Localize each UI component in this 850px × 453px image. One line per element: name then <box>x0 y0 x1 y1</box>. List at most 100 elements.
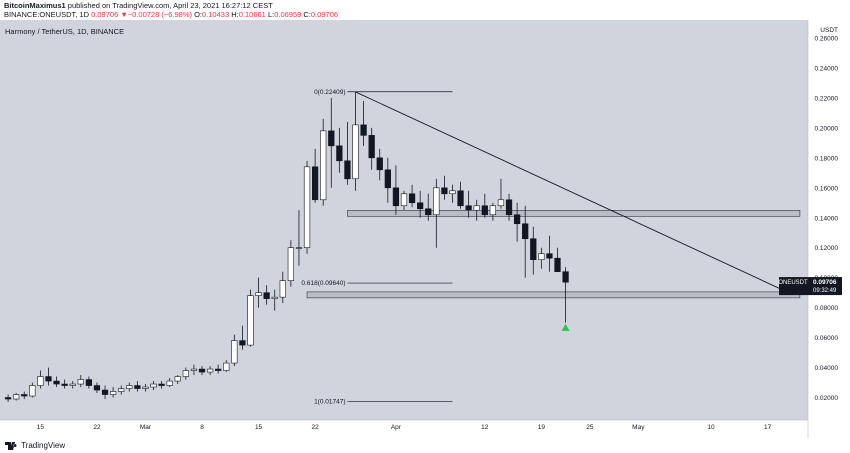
candle <box>150 381 157 391</box>
time-axis-tick: 15 <box>255 424 263 431</box>
candle-body <box>320 130 327 201</box>
candle-body <box>505 199 513 216</box>
candle <box>13 393 20 401</box>
candle <box>198 366 206 376</box>
price-tag: ONEUSDT 0.09706 09:32:49 <box>778 277 842 296</box>
candle <box>21 391 28 400</box>
candle <box>336 127 343 173</box>
candle-body <box>352 124 359 180</box>
candle-body <box>425 208 432 216</box>
open-value: 0.10433 <box>202 10 230 19</box>
candle <box>53 376 60 388</box>
candle-body <box>530 238 537 261</box>
candle-body <box>45 376 52 382</box>
candle-body <box>546 253 553 259</box>
candle <box>29 382 36 398</box>
candle-body <box>433 187 440 216</box>
horizontal-zone <box>347 210 801 217</box>
candle-body <box>21 394 28 397</box>
candle-body <box>562 271 569 283</box>
candle <box>320 118 327 206</box>
candle <box>400 190 408 211</box>
candle <box>497 178 505 209</box>
time-axis-tick: 8 <box>200 424 204 431</box>
candle <box>538 247 545 269</box>
candle <box>271 289 278 311</box>
candle <box>45 367 52 386</box>
low-label: L: <box>267 10 275 19</box>
time-axis-background[interactable] <box>0 420 808 438</box>
chart-header: BitcoinMaximus1 published on TradingView… <box>0 0 850 20</box>
candle-body <box>190 368 198 371</box>
candle <box>77 375 84 388</box>
candle-body <box>13 394 20 400</box>
price-axis-tick: 0.22000 <box>815 95 839 102</box>
candle-body <box>344 160 351 180</box>
chart-title: Harmony / TetherUS, 1D, BINANCE <box>5 27 124 36</box>
candle-body <box>287 247 295 281</box>
price-axis-tick: 0.16000 <box>815 185 839 192</box>
time-axis-tick: Mar <box>140 424 152 431</box>
time-axis-labels: 15 22 Mar 8 15 22 Apr 12 19 25 May 10 17 <box>37 424 772 431</box>
candle <box>215 364 222 374</box>
candles <box>4 91 569 403</box>
candle <box>85 376 93 389</box>
candle-body <box>174 376 181 382</box>
price-chart[interactable]: Harmony / TetherUS, 1D, BINANCE USDT 0.0… <box>0 20 850 438</box>
candle <box>457 181 464 209</box>
candle-body <box>408 193 416 204</box>
price-axis-tick: 0.06000 <box>815 335 839 342</box>
candle <box>93 382 101 394</box>
candle <box>190 364 198 376</box>
time-axis-tick: 25 <box>586 424 594 431</box>
candle <box>166 378 173 388</box>
published-text: published on TradingView.com, April 23, … <box>67 1 273 10</box>
candle-body <box>328 130 335 147</box>
candle <box>279 271 286 304</box>
candle <box>473 199 480 221</box>
candle-body <box>206 368 214 373</box>
price-tag-value-background <box>808 277 842 296</box>
candle <box>562 267 569 323</box>
candle-body <box>101 389 109 395</box>
candle <box>328 97 335 188</box>
close-value: 0.09706 <box>310 10 339 19</box>
candle-body <box>368 135 375 159</box>
time-axis-tick: 17 <box>764 424 772 431</box>
price-axis-tick: 0.18000 <box>815 155 839 162</box>
candle-body <box>109 391 117 395</box>
price-axis-tick: 0.20000 <box>815 125 839 132</box>
candle-body <box>134 385 141 389</box>
tradingview-logo[interactable]: TradingView <box>5 441 65 450</box>
high-label: H: <box>231 10 239 19</box>
low-value: 0.06959 <box>274 10 302 19</box>
currency-label: USDT <box>820 27 838 34</box>
trendline-group <box>355 91 793 295</box>
candle-body <box>85 379 93 386</box>
price-axis-tick: 0.08000 <box>815 305 839 312</box>
author-name[interactable]: BitcoinMaximus1 <box>4 1 66 10</box>
price-axis-tick: 0.02000 <box>815 395 839 402</box>
candle <box>352 91 359 191</box>
candle-body <box>481 205 488 216</box>
symbol-interval: BINANCE:ONEUSDT, 1D <box>4 10 90 19</box>
candle <box>37 370 44 389</box>
candle-body <box>417 202 424 210</box>
candle <box>303 160 311 254</box>
trendline <box>355 91 793 295</box>
plot-background[interactable] <box>0 20 808 420</box>
price-tag-countdown: 09:32:49 <box>813 288 837 294</box>
candle-body <box>198 368 206 373</box>
candle-body <box>166 380 173 386</box>
candle <box>546 235 553 272</box>
price-tag-symbol: ONEUSDT <box>778 280 808 286</box>
last-price: 0.09706 <box>91 10 119 19</box>
horizontal-zone <box>306 291 801 299</box>
candle-body <box>336 145 343 162</box>
time-axis-tick: 12 <box>481 424 489 431</box>
price-axis-background[interactable] <box>808 20 850 438</box>
price-axis-tick: 0.26000 <box>815 35 839 42</box>
fib-levels: 0(0.22409) 0.618(0.09640) 1(0.01747) <box>301 89 453 405</box>
open-label: O: <box>194 10 202 19</box>
candle <box>134 381 141 392</box>
